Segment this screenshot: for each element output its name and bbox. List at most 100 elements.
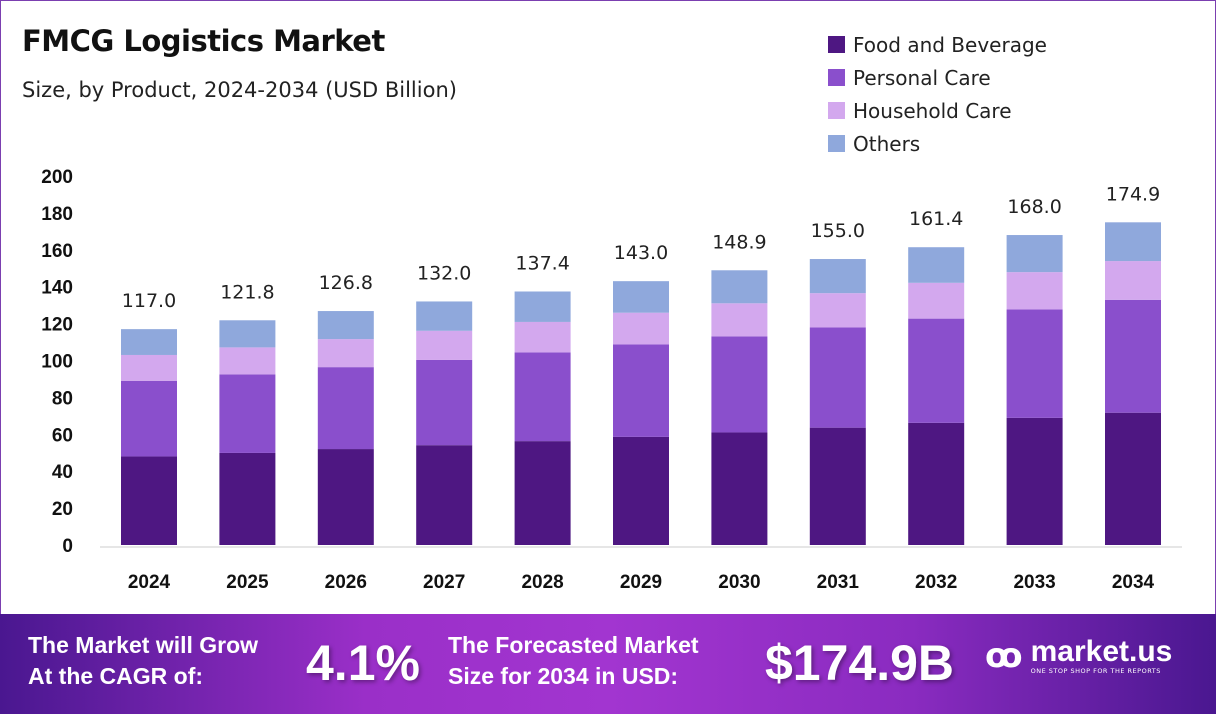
total-label: 137.4	[515, 252, 569, 274]
bar-segment-food-and-beverage	[416, 445, 473, 545]
bar-segment-others	[219, 320, 276, 348]
bar-segment-personal-care	[711, 336, 768, 433]
bar-segment-food-and-beverage	[219, 452, 276, 545]
x-tick-label: 2028	[521, 572, 563, 593]
total-label: 148.9	[712, 231, 766, 253]
bar-segment-household-care	[514, 321, 571, 353]
bar-segment-food-and-beverage	[514, 441, 571, 545]
summary-banner: The Market will Grow At the CAGR of: 4.1%…	[0, 614, 1216, 714]
y-tick-label: 80	[52, 388, 73, 409]
legend-item-food: Food and Beverage	[828, 28, 1047, 61]
bar-segment-household-care	[1105, 261, 1161, 300]
x-tick-label: 2025	[226, 572, 269, 593]
bar-segment-others	[908, 247, 965, 283]
legend-label: Personal Care	[853, 65, 991, 90]
y-tick-label: 180	[41, 204, 73, 225]
bar-segment-food-and-beverage	[317, 449, 374, 545]
bar-segment-household-care	[613, 312, 669, 345]
bar-segment-others	[121, 329, 177, 355]
x-tick-label: 2029	[620, 572, 662, 593]
market-us-logo: ꝏ market.us ONE STOP SHOP FOR THE REPORTS	[985, 635, 1173, 676]
x-tick-label: 2033	[1013, 572, 1055, 593]
bar-segment-household-care	[121, 354, 177, 381]
legend-swatch	[828, 135, 845, 152]
x-tick-label: 2030	[718, 572, 760, 593]
legend-item-personal: Personal Care	[828, 61, 1047, 94]
total-label: 126.8	[319, 272, 373, 294]
bar-segment-others	[1006, 235, 1063, 273]
bar-segment-food-and-beverage	[908, 422, 965, 545]
total-label: 168.0	[1007, 196, 1061, 218]
total-label: 117.0	[122, 290, 176, 312]
bar-segment-household-care	[908, 282, 965, 319]
bar-segment-others	[613, 281, 669, 313]
bar-segment-food-and-beverage	[711, 432, 768, 545]
bar-segment-household-care	[317, 339, 374, 368]
y-tick-label: 40	[52, 462, 73, 483]
legend-label: Food and Beverage	[853, 32, 1047, 57]
cagr-value: 4.1%	[306, 635, 420, 691]
cagr-label: The Market will Grow At the CAGR of:	[28, 632, 259, 689]
stacked-bar-chart: 0 20 40 60 80 100 120 140 160 180 200 117.0 2024 121.…	[41, 167, 1182, 593]
legend: Food and Beverage Personal Care Househol…	[828, 28, 1047, 160]
bar-segment-personal-care	[809, 327, 866, 428]
bar-segment-others	[1105, 222, 1161, 262]
bar-segment-personal-care	[317, 367, 374, 450]
bar-segment-others	[711, 270, 768, 304]
y-tick-label: 120	[41, 315, 73, 336]
bar-segment-personal-care	[1105, 299, 1161, 413]
y-tick-label: 60	[52, 425, 73, 446]
logo-icon: ꝏ	[985, 636, 1023, 676]
total-label: 132.0	[417, 262, 471, 284]
x-tick-label: 2031	[817, 572, 860, 593]
y-tick-label: 200	[41, 167, 73, 188]
bar-segment-personal-care	[613, 344, 669, 437]
legend-item-household: Household Care	[828, 94, 1047, 127]
x-tick-label: 2034	[1112, 572, 1155, 593]
bar-segment-food-and-beverage	[809, 427, 866, 545]
legend-item-others: Others	[828, 127, 1047, 160]
bar-segment-personal-care	[121, 380, 177, 457]
legend-label: Household Care	[853, 98, 1012, 123]
x-tick-label: 2024	[128, 572, 171, 593]
total-label: 143.0	[614, 242, 668, 264]
bar-segment-personal-care	[219, 374, 276, 453]
y-tick-label: 0	[62, 536, 73, 557]
forecast-value: $174.9B	[765, 635, 955, 691]
bar-segment-others	[809, 259, 866, 294]
y-tick-label: 20	[52, 499, 73, 520]
bar-segment-others	[317, 311, 374, 340]
bar-segment-personal-care	[1006, 309, 1063, 418]
bar-segment-household-care	[1006, 272, 1063, 310]
bar-segment-others	[514, 291, 571, 322]
y-tick-label: 100	[41, 352, 73, 373]
total-label: 161.4	[909, 208, 963, 230]
legend-swatch	[828, 69, 845, 86]
legend-swatch	[828, 102, 845, 119]
legend-label: Others	[853, 131, 921, 156]
y-tick-label: 160	[41, 241, 73, 262]
x-tick-label: 2032	[915, 572, 957, 593]
bar-segment-household-care	[809, 293, 866, 328]
bar-segment-others	[416, 301, 473, 331]
legend-swatch	[828, 36, 845, 53]
x-tick-label: 2026	[325, 572, 367, 593]
bar-segment-food-and-beverage	[613, 436, 669, 545]
bar-segment-household-care	[711, 303, 768, 337]
forecast-label: The Forecasted Market Size for 2034 in US…	[448, 632, 699, 689]
bar-segment-household-care	[219, 347, 276, 375]
bar-segment-personal-care	[514, 352, 571, 442]
bar-segment-food-and-beverage	[121, 456, 177, 545]
bar-segment-food-and-beverage	[1105, 412, 1161, 545]
y-tick-label: 140	[41, 278, 73, 299]
total-label: 174.9	[1106, 183, 1160, 205]
bar-segment-personal-care	[908, 318, 965, 423]
chart-title: FMCG Logistics Market	[22, 24, 385, 58]
chart-subtitle: Size, by Product, 2024-2034 (USD Billion…	[22, 78, 457, 102]
total-label: 155.0	[811, 220, 865, 242]
bar-segment-personal-care	[416, 359, 473, 446]
bar-segment-household-care	[416, 330, 473, 360]
total-label: 121.8	[220, 281, 274, 303]
bar-segment-food-and-beverage	[1006, 417, 1063, 545]
x-tick-label: 2027	[423, 572, 465, 593]
